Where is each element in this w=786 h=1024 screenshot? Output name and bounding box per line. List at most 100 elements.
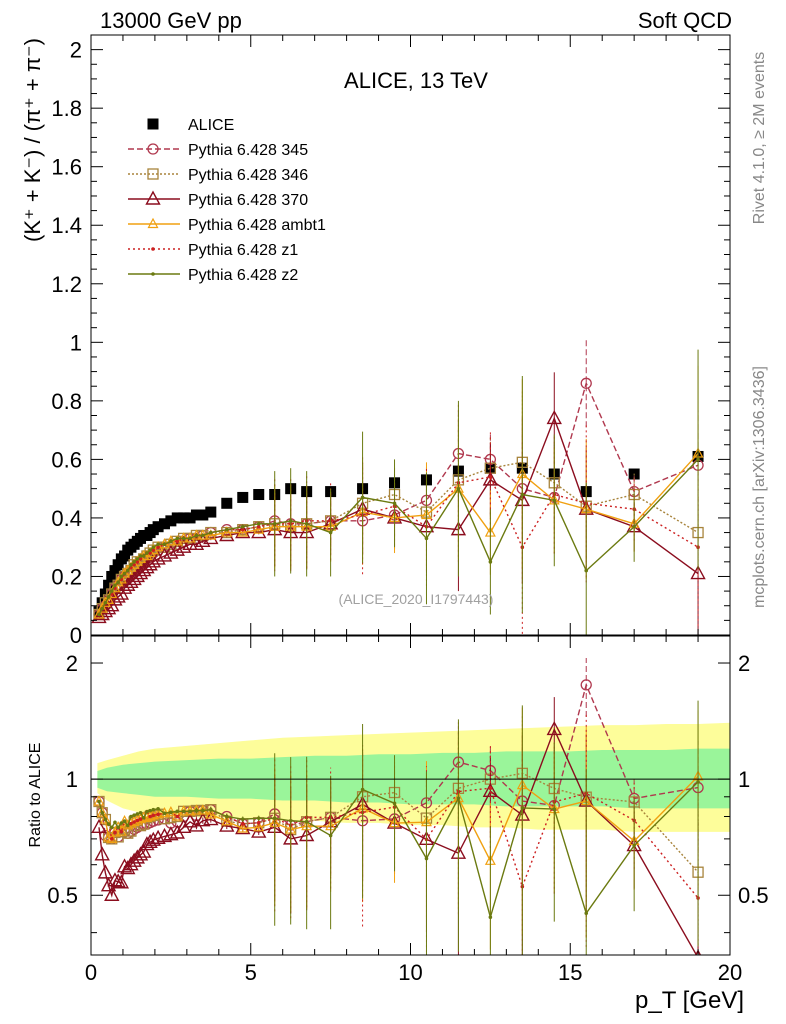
ratio-y-tick-label: 1 [66, 767, 78, 792]
point-ambt1 [106, 587, 118, 599]
ratio-point-z2 [552, 807, 557, 811]
point-data [253, 489, 265, 501]
ratio-point-p370 [91, 818, 107, 834]
point-z2 [632, 524, 636, 529]
ratio-point-ambt1 [106, 832, 118, 843]
ratio-point-ambt1 [99, 813, 111, 824]
header-right: Soft QCD [638, 8, 732, 33]
ratio-point-p370 [136, 843, 152, 858]
chart-title: ALICE, 13 TeV [344, 68, 488, 93]
point-z2 [696, 457, 700, 462]
point-p370 [482, 471, 499, 486]
point-data [237, 491, 249, 503]
point-z2 [224, 527, 229, 532]
ratio-point-z2 [272, 816, 277, 821]
point-z2 [119, 574, 124, 579]
point-z1 [132, 562, 136, 567]
point-data [221, 497, 233, 509]
point-z2 [116, 580, 120, 585]
ratio-point-z2 [113, 820, 117, 825]
y-tick-label: 0.2 [51, 564, 82, 589]
ratio-point-z1 [113, 830, 117, 835]
series-z1 [97, 403, 700, 635]
ratio-point-p346 [122, 827, 134, 839]
legend-label-z1: Pythia 6.428 z1 [188, 242, 298, 259]
ratio-point-z2 [584, 911, 589, 916]
ratio-point-z1 [119, 829, 124, 834]
ratio-point-p370 [139, 836, 155, 851]
legend-label-ambt1: Pythia 6.428 ambt1 [188, 217, 326, 234]
x-axis-label: p_T [GeV] [635, 987, 744, 1014]
point-z2 [97, 612, 101, 617]
ratio-point-z2 [106, 822, 111, 826]
point-data [171, 512, 183, 524]
point-z2 [288, 519, 293, 523]
point-data [197, 509, 209, 521]
point-z2 [520, 492, 525, 497]
y-tick-label: 0.6 [51, 447, 82, 472]
ratio-point-z2 [392, 801, 397, 806]
ratio-point-p370 [120, 860, 136, 875]
legend-marker-p346 [147, 168, 159, 180]
legend-marker-data [147, 118, 159, 130]
y-tick-label: 0 [70, 623, 82, 648]
ratio-point-ambt1 [205, 808, 217, 819]
ratio-point-p370 [163, 826, 179, 841]
point-z2 [256, 521, 261, 526]
legend-entry-ambt1: Pythia 6.428 ambt1 [128, 217, 326, 234]
ratio-point-p370 [104, 886, 120, 901]
point-ambt1 [112, 576, 124, 587]
ratio-point-z2 [520, 806, 525, 810]
ratio-point-z2 [103, 817, 108, 822]
point-p370 [690, 565, 706, 580]
point-ambt1 [115, 573, 127, 584]
point-z2 [132, 560, 136, 564]
ratio-point-z2 [209, 807, 213, 812]
point-z2 [151, 545, 156, 549]
point-z2 [169, 539, 173, 544]
point-z1 [148, 551, 152, 555]
ratio-point-z1 [129, 821, 133, 826]
legend-entry-p346: Pythia 6.428 346 [128, 167, 308, 184]
ratio-point-z2 [116, 825, 120, 830]
point-z2 [328, 530, 333, 535]
ratio-point-ambt1 [237, 822, 249, 833]
ratio-y-tick-label-right: 0.5 [738, 883, 769, 908]
ratio-point-p370 [195, 812, 211, 827]
x-tick-label: 15 [558, 960, 582, 985]
ratio-point-z2 [141, 815, 146, 820]
x-tick-label: 5 [245, 960, 257, 985]
point-ambt1 [178, 532, 190, 543]
ratio-point-z1 [256, 820, 261, 825]
point-z1 [135, 560, 140, 564]
point-data [165, 515, 177, 527]
ratio-point-z1 [175, 814, 180, 819]
legend-label-p370: Pythia 6.428 370 [188, 192, 308, 209]
point-ambt1 [122, 564, 134, 575]
y-tick-label: 0.4 [51, 506, 82, 531]
point-ambt1 [190, 529, 202, 540]
point-z2 [488, 560, 493, 564]
point-z1 [488, 475, 493, 479]
ratio-point-z2 [188, 809, 192, 814]
ratio-point-ambt1 [115, 825, 127, 836]
point-z2 [156, 542, 160, 547]
ratio-point-ambt1 [93, 795, 105, 806]
point-z1 [175, 539, 180, 544]
axes: 0 5 10 15 20 0 0.2 0.4 0.6 0.8 1 1.2 1.4 1.6 1.8 2 0.5 0.… [47, 34, 769, 985]
ratio-point-z2 [194, 808, 199, 813]
point-data [205, 506, 217, 518]
ratio-point-z2 [132, 813, 136, 817]
point-z2 [360, 495, 365, 500]
point-z1 [138, 557, 143, 561]
ratio-point-z2 [156, 806, 160, 811]
legend-entry-z1: Pythia 6.428 z1 [128, 242, 298, 259]
ratio-point-z2 [256, 816, 261, 821]
point-ambt1 [93, 608, 105, 619]
ratio-point-z1 [151, 813, 156, 818]
ratio-point-p370 [110, 873, 126, 888]
ratio-y-tick-label-right: 2 [738, 651, 750, 676]
y-tick-label: 1.6 [51, 155, 82, 180]
y-axis-label: (K⁺ + K⁻) / (π⁺ + π⁻) [20, 38, 45, 242]
ratio-point-z2 [201, 808, 205, 813]
